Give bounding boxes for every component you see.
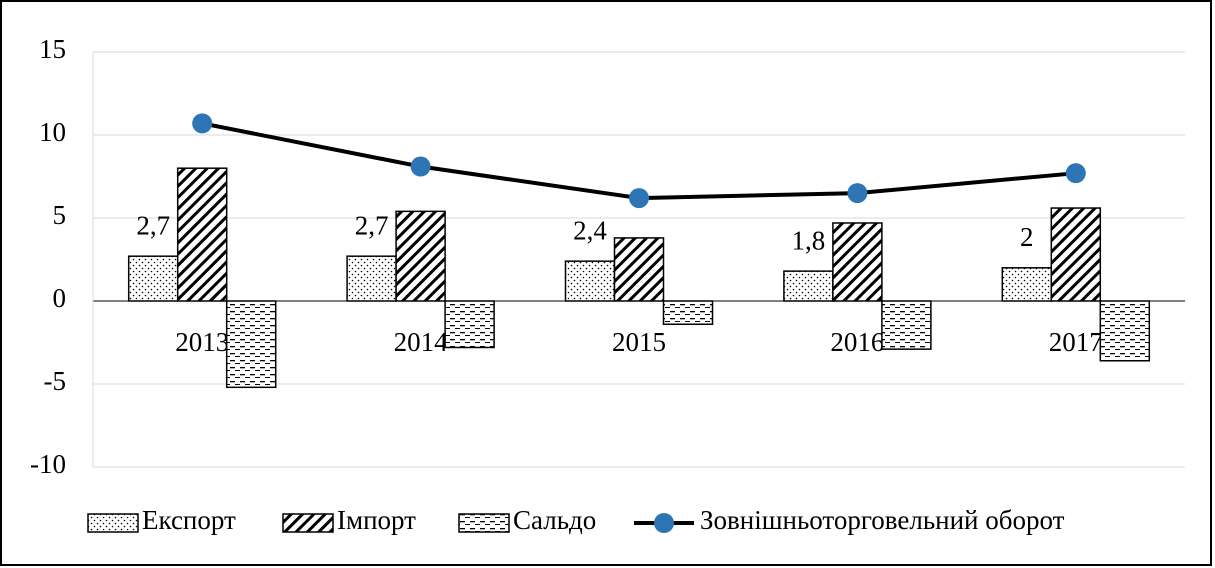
data-label: 2,7 (136, 210, 170, 240)
marker (192, 113, 213, 134)
marker (1065, 163, 1086, 184)
y-tick-label: 5 (53, 200, 67, 230)
legend-label: Зовнішньоторговельний оборот (700, 505, 1065, 535)
legend-swatch (458, 513, 510, 533)
data-label: 2,4 (573, 215, 607, 245)
bar (176, 167, 228, 302)
data-label: 1,8 (792, 225, 826, 255)
legend-label: Сальдо (513, 505, 596, 535)
bar (225, 300, 277, 389)
bar (127, 255, 179, 302)
bar (662, 300, 714, 325)
bar (1050, 207, 1102, 302)
bar (346, 255, 397, 302)
y-tick-label: 15 (39, 34, 66, 64)
y-tick-label: -10 (30, 449, 66, 479)
x-tick-label: 2013 (175, 327, 229, 357)
marker (629, 188, 649, 209)
bar (613, 237, 665, 302)
x-tick-label: 2017 (1049, 327, 1103, 357)
y-tick-label: 10 (39, 117, 66, 147)
x-tick-label: 2015 (612, 327, 666, 357)
marker (410, 156, 431, 177)
bar (564, 260, 616, 302)
legend-marker (654, 513, 674, 533)
x-tick-label: 2016 (830, 327, 884, 357)
bar (1099, 300, 1151, 362)
legend-label: Експорт (142, 505, 236, 535)
legend-swatch (282, 513, 334, 533)
bar (395, 210, 446, 302)
bar (881, 300, 932, 350)
bar (1001, 267, 1053, 302)
bar (783, 270, 834, 302)
bar (832, 222, 883, 302)
legend-label: Імпорт (337, 505, 416, 535)
legend-swatch (87, 513, 139, 533)
marker (847, 183, 868, 204)
bar (444, 300, 495, 349)
data-label: 2,7 (355, 210, 389, 240)
x-tick-label: 2014 (394, 327, 449, 357)
data-label: 2 (1020, 222, 1034, 252)
y-tick-label: -5 (44, 366, 67, 396)
y-tick-label: 0 (53, 283, 67, 313)
